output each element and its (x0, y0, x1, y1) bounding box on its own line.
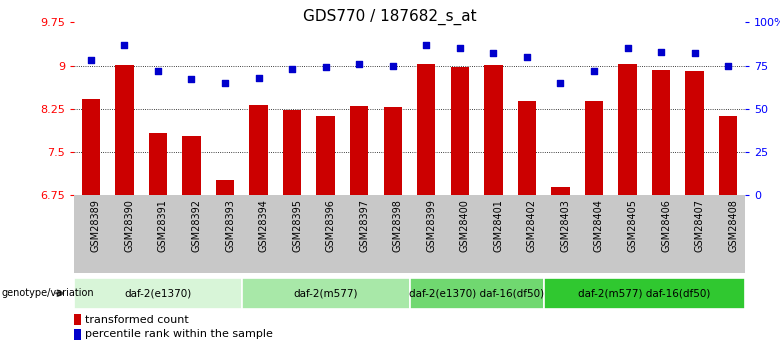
Point (521, 54, 534, 60)
Point (420, 42, 432, 48)
Bar (544, 278, 745, 309)
Bar (585, 101, 603, 345)
Text: GSM28392: GSM28392 (192, 199, 201, 252)
Point (487, 51, 500, 56)
Text: GSM28407: GSM28407 (695, 199, 704, 252)
Text: GSM28404: GSM28404 (594, 199, 604, 252)
Bar (686, 71, 704, 345)
Point (554, 80, 566, 86)
Bar (652, 70, 670, 345)
Text: GSM28395: GSM28395 (292, 199, 302, 252)
Point (320, 65, 332, 70)
Text: GSM28394: GSM28394 (259, 199, 268, 252)
Bar (216, 180, 234, 345)
Text: GSM28408: GSM28408 (729, 199, 738, 252)
Bar (183, 136, 200, 345)
Bar (149, 134, 167, 345)
Text: GSM28390: GSM28390 (125, 199, 134, 252)
Text: GSM28396: GSM28396 (326, 199, 335, 252)
Bar (518, 101, 536, 345)
Bar (451, 67, 469, 345)
Point (621, 46, 633, 51)
Text: GSM28389: GSM28389 (90, 199, 101, 252)
Text: percentile rank within the sample: percentile rank within the sample (85, 329, 273, 339)
Bar (417, 64, 435, 345)
Text: GDS770 / 187682_s_at: GDS770 / 187682_s_at (303, 9, 477, 25)
Point (353, 61, 365, 67)
Bar (350, 106, 368, 345)
Bar (317, 116, 335, 345)
Text: GSM28397: GSM28397 (359, 199, 369, 252)
Bar (250, 105, 268, 345)
Text: GSM28399: GSM28399 (426, 199, 436, 252)
Point (689, 51, 701, 56)
Text: GSM28401: GSM28401 (494, 199, 503, 252)
Text: GSM28398: GSM28398 (393, 199, 402, 252)
Bar (719, 116, 737, 345)
Point (722, 63, 735, 68)
Bar (82, 99, 100, 345)
Point (587, 68, 600, 73)
Text: daf-2(e1370) daf-16(df50): daf-2(e1370) daf-16(df50) (409, 288, 544, 298)
Point (119, 42, 131, 48)
Bar (410, 278, 544, 309)
Bar (115, 65, 133, 345)
Bar (384, 107, 402, 345)
Point (387, 63, 399, 68)
Bar (74, 314, 81, 325)
Text: daf-2(m577) daf-16(df50): daf-2(m577) daf-16(df50) (578, 288, 711, 298)
Text: GSM28391: GSM28391 (158, 199, 168, 252)
Point (253, 75, 265, 80)
Bar (484, 65, 502, 345)
Text: GSM28405: GSM28405 (627, 199, 637, 252)
Text: GSM28393: GSM28393 (225, 199, 235, 252)
Bar (619, 65, 636, 345)
Bar (242, 278, 410, 309)
Bar (74, 329, 81, 339)
Text: GSM28402: GSM28402 (527, 199, 537, 252)
Text: genotype/variation: genotype/variation (2, 288, 94, 298)
Point (84, 58, 97, 63)
Bar (283, 110, 301, 345)
Point (218, 80, 231, 86)
Point (151, 68, 164, 73)
Text: GSM28400: GSM28400 (460, 199, 470, 252)
Text: GSM28406: GSM28406 (661, 199, 671, 252)
Text: daf-2(m577): daf-2(m577) (293, 288, 358, 298)
Text: daf-2(e1370): daf-2(e1370) (124, 288, 192, 298)
Bar (551, 187, 569, 345)
Point (654, 49, 667, 55)
Text: GSM28403: GSM28403 (560, 199, 570, 252)
Point (186, 77, 198, 82)
Bar (74, 278, 242, 309)
Text: transformed count: transformed count (85, 315, 189, 325)
Point (285, 66, 298, 72)
Point (454, 46, 466, 51)
